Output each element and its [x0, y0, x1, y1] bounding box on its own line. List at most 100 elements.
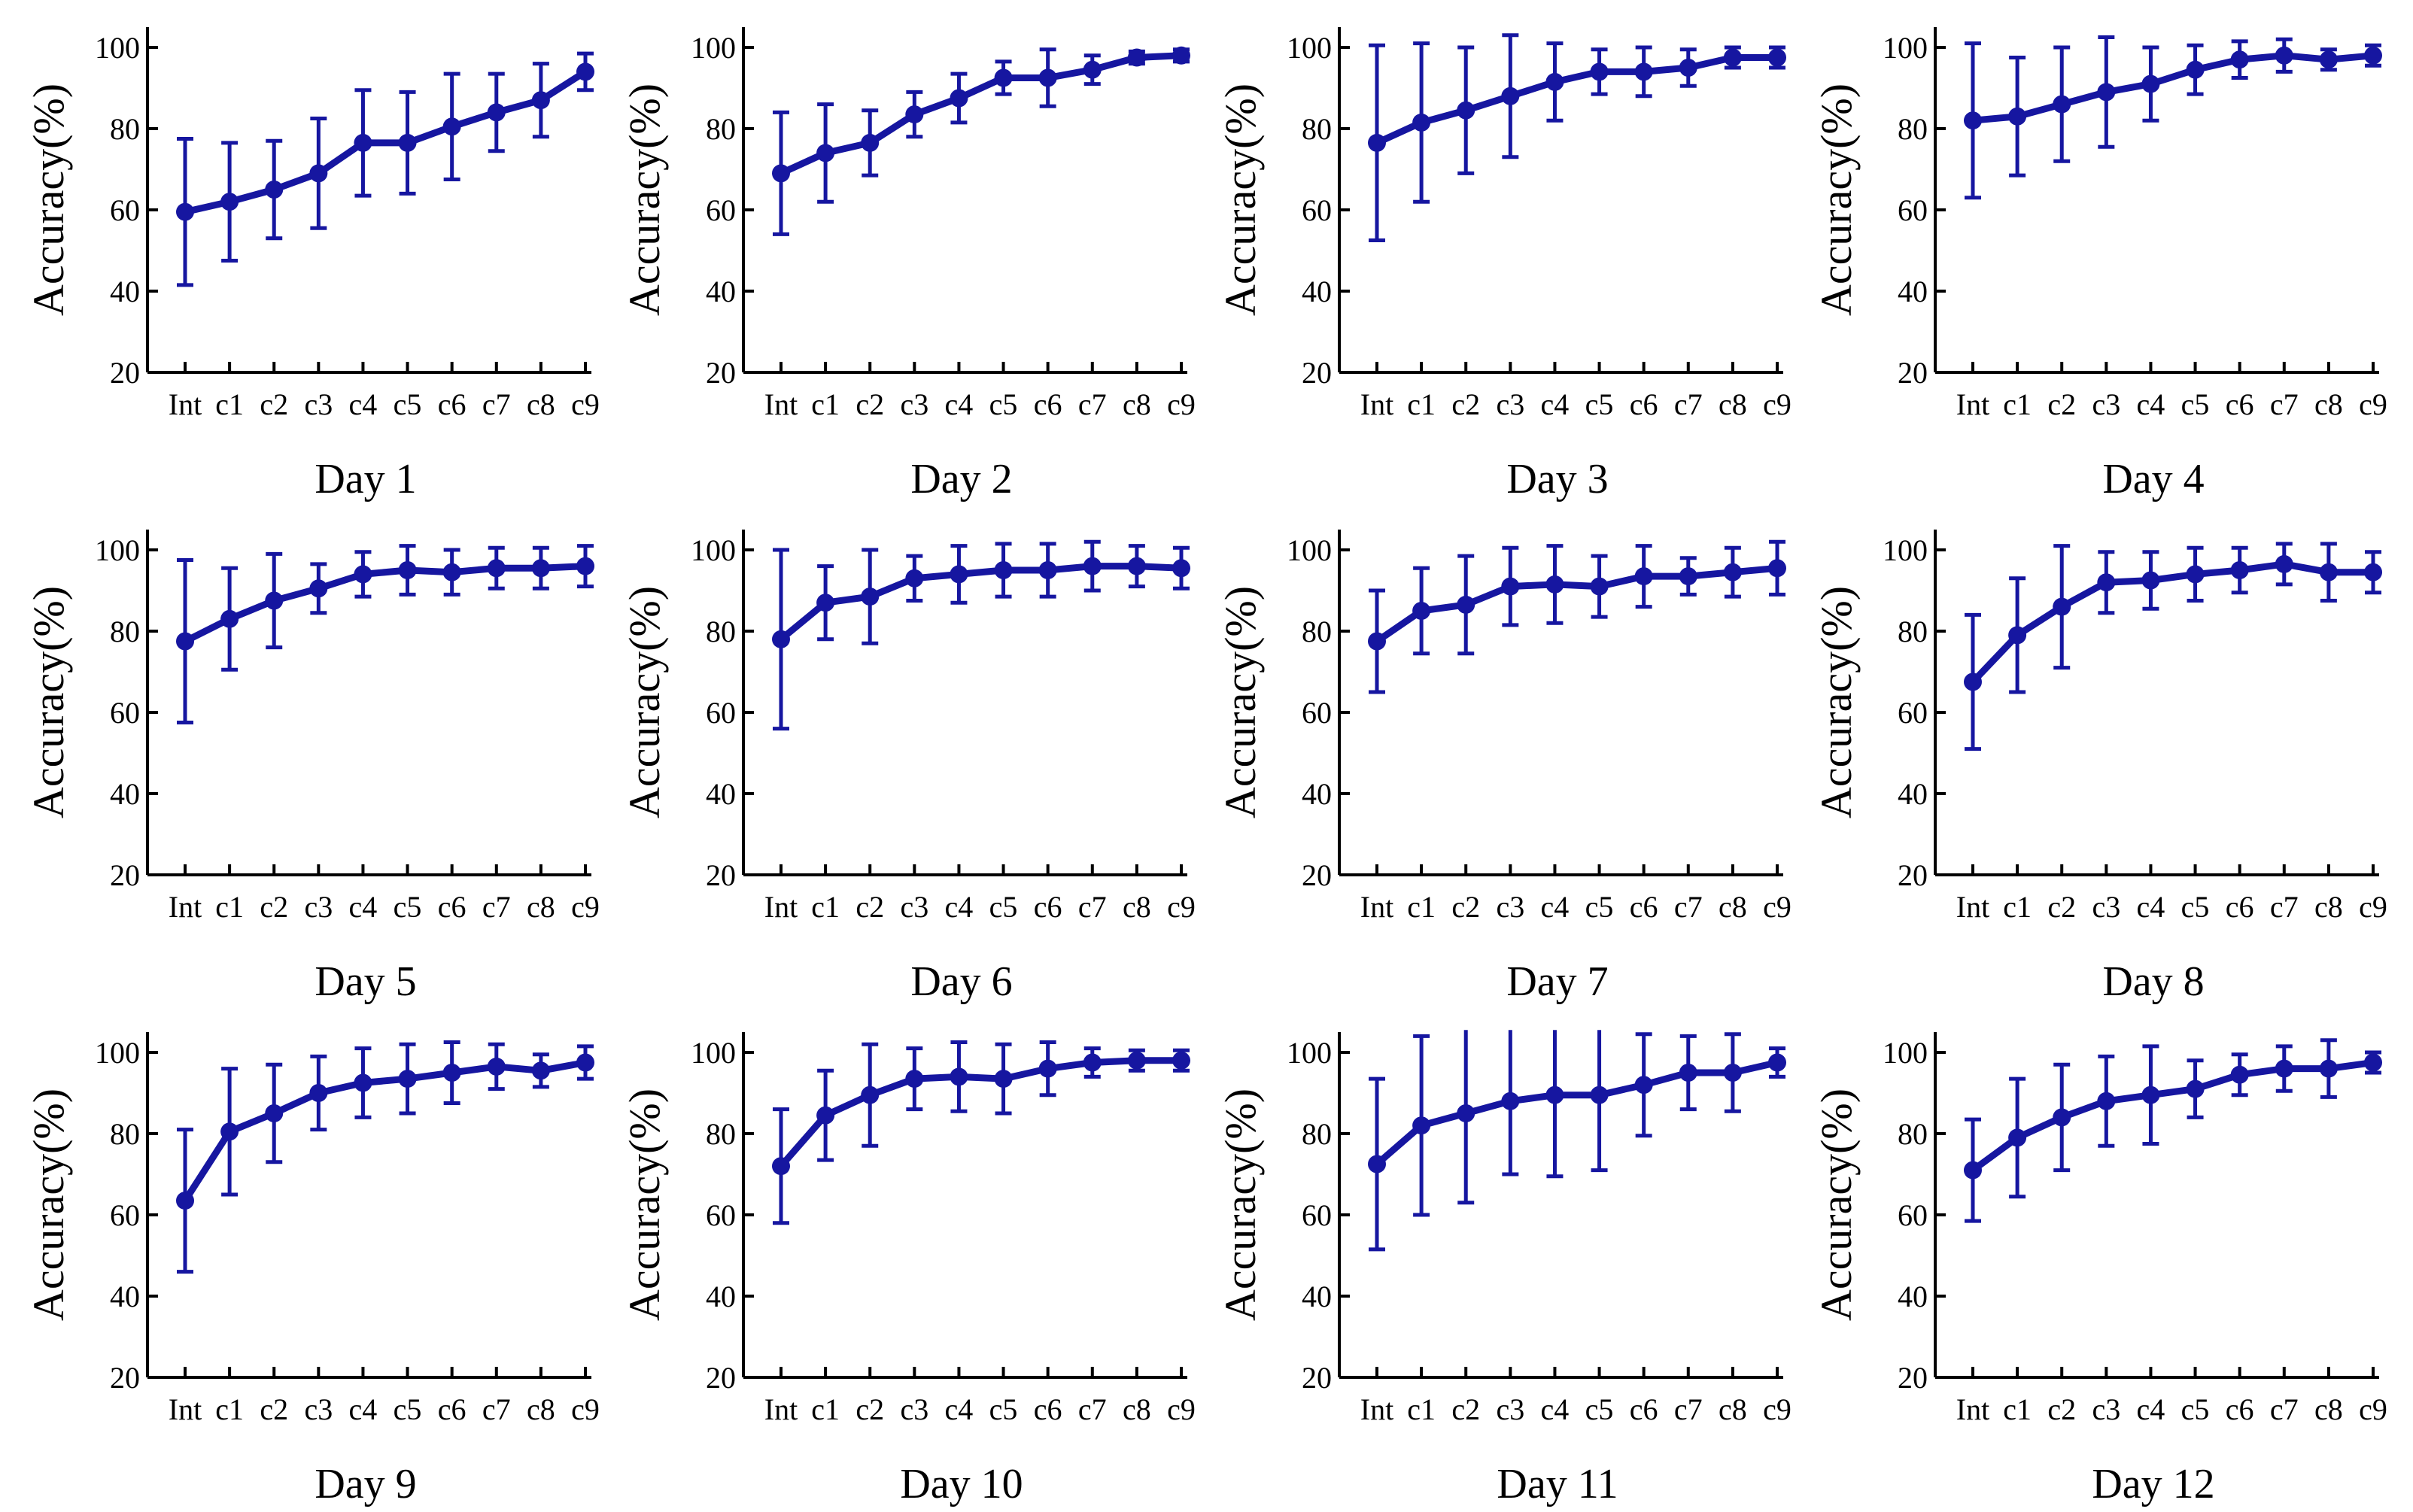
data-point: [2230, 1065, 2249, 1084]
x-tick-label: c7: [2270, 1392, 2299, 1426]
x-tick-label: Int: [169, 1392, 202, 1426]
x-tick-label: Int: [764, 890, 798, 924]
y-tick-label: 60: [1302, 696, 1332, 730]
data-point: [1634, 567, 1653, 586]
x-tick-label: c5: [1585, 1392, 1614, 1426]
y-tick-label: 60: [706, 193, 736, 227]
x-tick-label: c9: [1167, 1392, 1196, 1426]
data-point: [2141, 1085, 2160, 1104]
data-point: [2364, 1053, 2382, 1072]
x-tick-label: Int: [1956, 387, 1989, 421]
x-tick-label: c3: [1496, 1392, 1524, 1426]
data-point: [2364, 563, 2382, 581]
y-axis-label: Accuracy(%): [24, 83, 73, 316]
data-point: [772, 630, 790, 648]
x-tick-label: c7: [482, 890, 511, 924]
series-line: [1969, 1059, 2377, 1174]
chart-panel-1: 20 40 60 80 100 Int c1 c2 c3 c4 c5 c6 c7 c8 c9 Accuracy…: [24, 27, 600, 502]
y-tick-label: 80: [1898, 112, 1928, 146]
y-tick-label: 100: [1287, 533, 1332, 567]
x-tick-label: c1: [215, 890, 244, 924]
x-tick-label: c5: [2181, 387, 2210, 421]
x-tick-label: c6: [438, 387, 466, 421]
x-tick-label: c5: [989, 387, 1018, 421]
x-tick-label: c3: [304, 1392, 333, 1426]
x-tick-label: Int: [764, 387, 798, 421]
data-point: [2275, 554, 2293, 573]
x-tick-label: c3: [900, 387, 928, 421]
data-point: [1964, 1161, 1982, 1180]
x-tick-label: c3: [1496, 890, 1524, 924]
data-point: [354, 565, 372, 584]
data-point: [1083, 60, 1102, 79]
y-tick-label: 100: [1883, 31, 1928, 65]
y-tick-label: 20: [1302, 858, 1332, 892]
data-point: [905, 1070, 924, 1088]
chart-panel-12: 20 40 60 80 100 Int c1 c2 c3 c4 c5 c6 c7 c8 c9 Accuracy…: [1812, 1032, 2387, 1507]
y-tick-label: 40: [706, 777, 736, 811]
x-tick-label: c9: [571, 1392, 600, 1426]
data-point: [309, 1084, 328, 1102]
x-tick-label: c8: [527, 387, 555, 421]
data-point: [265, 181, 284, 199]
x-tick-label: c4: [349, 890, 378, 924]
y-tick-label: 60: [1302, 1198, 1332, 1232]
y-tick-label: 40: [1302, 275, 1332, 308]
y-tick-label: 80: [1898, 615, 1928, 648]
data-point: [576, 62, 594, 81]
x-tick-label: c4: [1541, 387, 1570, 421]
data-point: [398, 561, 417, 579]
data-point: [309, 164, 328, 183]
y-tick-label: 80: [1898, 1117, 1928, 1151]
data-point: [531, 559, 550, 578]
data-point: [1768, 48, 1786, 67]
x-tick-label: c1: [215, 387, 244, 421]
x-tick-label: c9: [1167, 387, 1196, 421]
data-point: [1172, 46, 1190, 65]
x-tick-label: c8: [2314, 387, 2343, 421]
x-tick-label: c2: [260, 1392, 288, 1426]
x-tick-label: c3: [2092, 387, 2120, 421]
x-tick-label: c7: [1078, 387, 1107, 421]
y-tick-label: 100: [1883, 533, 1928, 567]
y-tick-label: 20: [706, 356, 736, 390]
chart-panel-11: 20 40 60 80 100 Int c1 c2 c3 c4 c5 c6 c7 c8 c9 Accuracy…: [1216, 1030, 1792, 1507]
x-tick-label: c8: [2314, 890, 2343, 924]
data-point: [2186, 60, 2205, 79]
data-point: [531, 91, 550, 110]
data-point: [1412, 1116, 1431, 1135]
x-tick-label: c5: [989, 1392, 1018, 1426]
y-tick-label: 60: [1898, 696, 1928, 730]
x-tick-label: c4: [945, 387, 974, 421]
series-line: [777, 52, 1185, 177]
y-tick-label: 80: [1302, 1117, 1332, 1151]
x-tick-label: c2: [1451, 387, 1480, 421]
data-point: [576, 557, 594, 575]
chart-panel-3: 20 40 60 80 100 Int c1 c2 c3 c4 c5 c6 c7 c8 c9 Accuracy…: [1216, 27, 1792, 502]
data-point: [1964, 111, 1982, 130]
y-tick-label: 100: [95, 31, 140, 65]
data-point: [1768, 559, 1786, 578]
data-point: [2008, 626, 2027, 645]
x-tick-label: c7: [482, 387, 511, 421]
y-tick-label: 80: [706, 615, 736, 648]
x-tick-label: c8: [1123, 387, 1151, 421]
x-tick-label: c3: [2092, 890, 2120, 924]
x-tick-label: c6: [1034, 387, 1062, 421]
x-tick-label: c9: [1763, 1392, 1792, 1426]
data-point: [1545, 575, 1564, 594]
x-tick-label: c8: [527, 1392, 555, 1426]
data-point: [861, 133, 880, 152]
data-point: [576, 1053, 594, 1072]
data-point: [354, 133, 372, 152]
data-point: [1634, 62, 1653, 81]
data-point: [354, 1073, 372, 1092]
x-tick-label: Int: [1360, 1392, 1393, 1426]
x-tick-label: c5: [1585, 890, 1614, 924]
chart-title: Day 8: [2102, 958, 2204, 1005]
x-tick-label: c6: [1034, 890, 1062, 924]
y-tick-label: 100: [1287, 31, 1332, 65]
y-tick-label: 100: [1287, 1036, 1332, 1070]
data-point: [1723, 1064, 1742, 1082]
x-tick-label: c2: [1451, 890, 1480, 924]
